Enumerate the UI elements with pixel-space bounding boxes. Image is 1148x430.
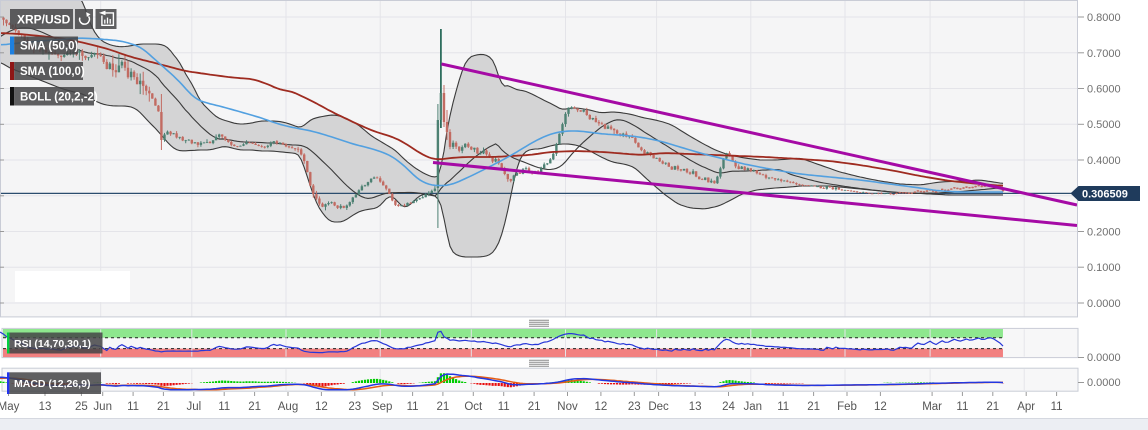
- svg-text:23: 23: [628, 401, 641, 413]
- svg-text:24: 24: [722, 401, 735, 413]
- svg-text:11: 11: [218, 401, 230, 413]
- svg-text:21: 21: [437, 401, 450, 413]
- svg-text:11: 11: [127, 401, 139, 413]
- svg-text:Apr: Apr: [1017, 401, 1035, 413]
- svg-text:Jun: Jun: [93, 401, 112, 413]
- svg-text:11: 11: [777, 401, 789, 413]
- svg-text:0.0000: 0.0000: [1087, 352, 1121, 364]
- svg-text:0.8000: 0.8000: [1087, 12, 1121, 24]
- svg-text:0.0000: 0.0000: [1087, 377, 1121, 389]
- svg-text:BOLL (20,2,-2): BOLL (20,2,-2): [20, 91, 98, 103]
- svg-text:Oct: Oct: [464, 401, 483, 413]
- svg-text:11: 11: [1051, 401, 1063, 413]
- svg-text:SMA (50,0): SMA (50,0): [20, 41, 79, 53]
- svg-text:Aug: Aug: [278, 401, 298, 413]
- svg-text:0.6000: 0.6000: [1087, 84, 1121, 96]
- svg-text:21: 21: [157, 401, 170, 413]
- svg-text:21: 21: [986, 401, 999, 413]
- svg-text:0.5000: 0.5000: [1087, 119, 1121, 131]
- svg-text:21: 21: [248, 401, 261, 413]
- svg-text:13: 13: [689, 401, 702, 413]
- svg-text:11: 11: [956, 401, 968, 413]
- svg-text:Mar: Mar: [922, 401, 942, 413]
- svg-text:0.306509: 0.306509: [1082, 189, 1128, 201]
- svg-text:0.1000: 0.1000: [1087, 262, 1121, 274]
- svg-text:21: 21: [807, 401, 820, 413]
- svg-text:RSI (14,70,30,1): RSI (14,70,30,1): [14, 338, 91, 350]
- svg-text:12: 12: [874, 401, 887, 413]
- svg-text:11: 11: [498, 401, 510, 413]
- svg-text:0.4000: 0.4000: [1087, 155, 1121, 167]
- svg-text:13: 13: [39, 401, 52, 413]
- svg-text:Jul: Jul: [186, 401, 201, 413]
- svg-text:21: 21: [528, 401, 541, 413]
- svg-text:Sep: Sep: [372, 401, 392, 413]
- svg-text:12: 12: [595, 401, 608, 413]
- svg-text:Feb: Feb: [837, 401, 857, 413]
- svg-text:SMA (100,0): SMA (100,0): [20, 66, 85, 78]
- svg-text:12: 12: [315, 401, 328, 413]
- svg-text:Dec: Dec: [648, 401, 669, 413]
- svg-text:23: 23: [348, 401, 361, 413]
- svg-text:Jan: Jan: [744, 401, 763, 413]
- svg-text:11: 11: [407, 401, 419, 413]
- svg-text:25: 25: [75, 401, 88, 413]
- svg-text:0.0000: 0.0000: [1087, 298, 1121, 310]
- svg-text:Nov: Nov: [557, 401, 578, 413]
- svg-text:XRP/USD: XRP/USD: [17, 12, 71, 26]
- svg-text:0.2000: 0.2000: [1087, 227, 1121, 239]
- svg-text:0.7000: 0.7000: [1087, 48, 1121, 60]
- svg-text:MACD (12,26,9): MACD (12,26,9): [14, 378, 90, 390]
- svg-text:May: May: [0, 401, 20, 413]
